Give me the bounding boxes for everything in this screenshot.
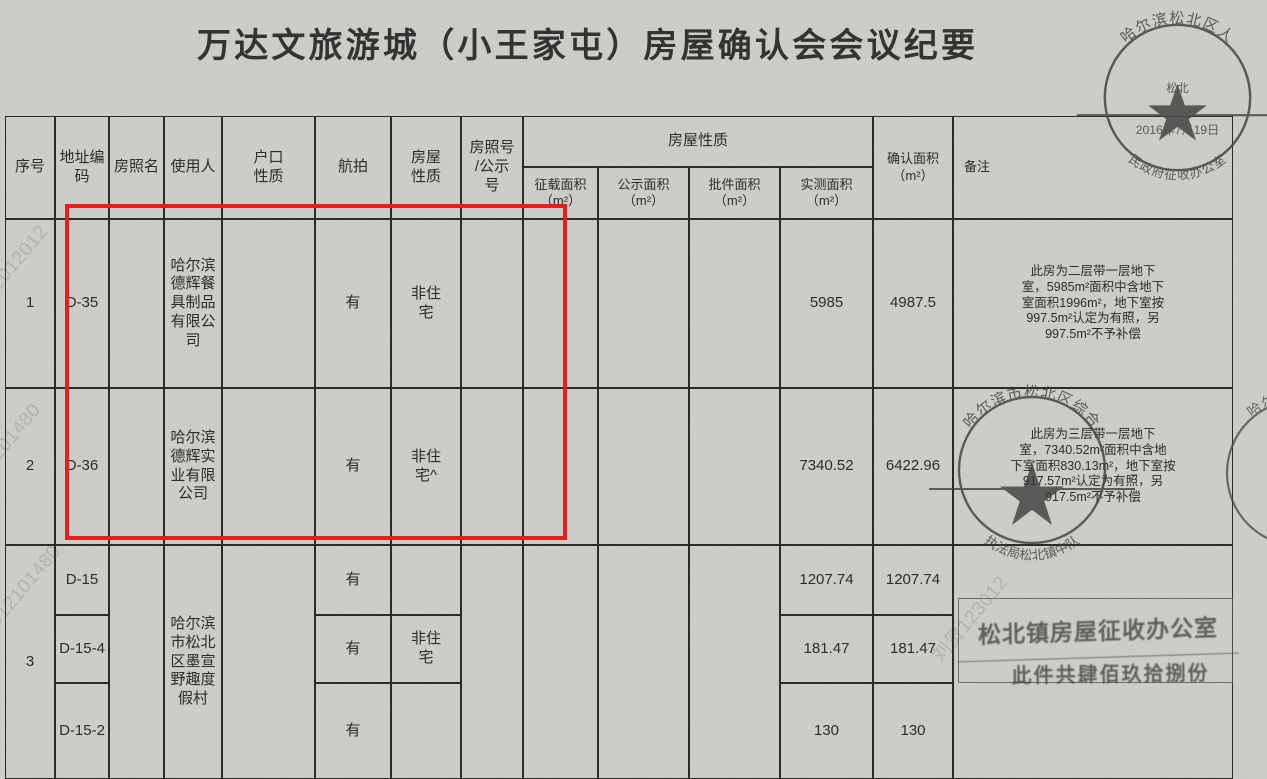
svg-text:松北: 松北 — [1166, 81, 1188, 95]
svg-text:执法局松北镇中队: 执法局松北镇中队 — [982, 533, 1082, 563]
svg-text:哈尔滨松北区人: 哈尔滨松北区人 — [1118, 10, 1238, 47]
svg-text:民政府征收办公室: 民政府征收办公室 — [1126, 151, 1229, 182]
svg-text:哈尔滨市松北区综合: 哈尔滨市松北区综合 — [960, 384, 1103, 431]
svg-text:2016年7月19日: 2016年7月19日 — [1136, 123, 1219, 137]
svg-text:哈尔滨市松北区: 哈尔滨市松北区 — [1244, 387, 1267, 420]
